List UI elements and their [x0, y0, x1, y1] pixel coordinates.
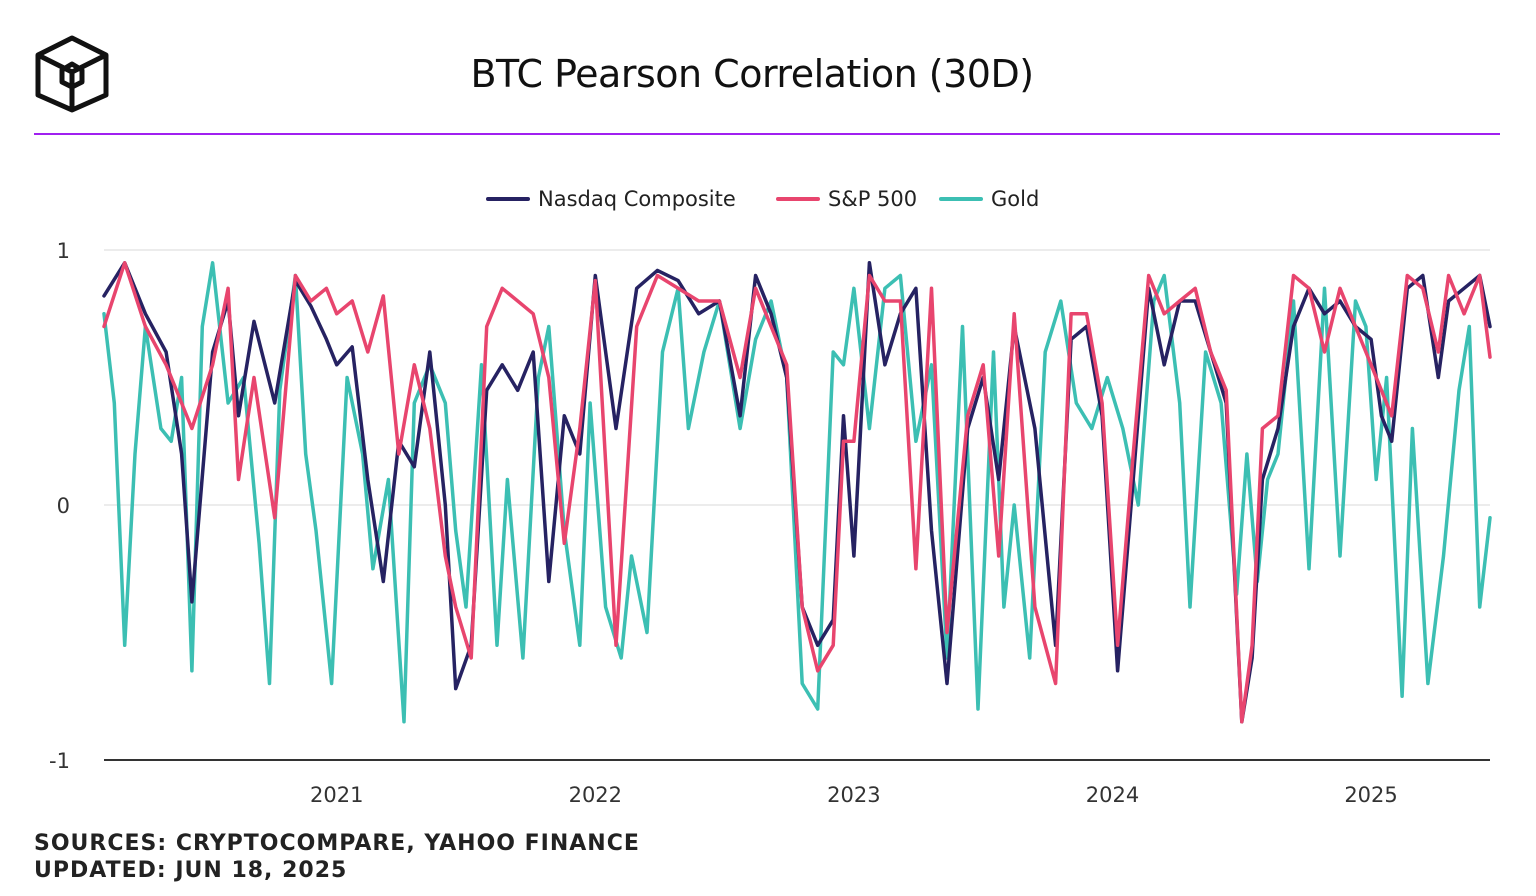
series-line-s-p-500	[102, 261, 1492, 724]
y-tick-label: 0	[57, 494, 70, 518]
x-tick-label: 2025	[1344, 783, 1397, 807]
x-tick-label: 2024	[1086, 783, 1139, 807]
legend: Nasdaq Composite S&P 500 Gold	[486, 187, 1039, 211]
cube-logo-icon	[35, 35, 109, 113]
sources-text: SOURCES: CRYPTOCOMPARE, YAHOO FINANCE	[34, 831, 640, 856]
page-title: BTC Pearson Correlation (30D)	[470, 52, 1034, 96]
sources-note: SOURCES: CRYPTOCOMPARE, YAHOO FINANCE UP…	[34, 830, 640, 884]
series-lines	[102, 261, 1492, 724]
y-tick-label: 1	[57, 239, 70, 263]
x-tick-label: 2021	[310, 783, 363, 807]
x-tick-label: 2023	[827, 783, 880, 807]
updated-text: UPDATED: JUN 18, 2025	[34, 858, 348, 883]
title-divider	[34, 133, 1500, 135]
y-tick-labels: 1 0 -1	[49, 239, 70, 773]
y-tick-label: -1	[49, 749, 70, 773]
x-tick-labels: 2021 2022 2023 2024 2025	[310, 783, 1398, 807]
legend-label: S&P 500	[828, 187, 917, 211]
legend-label: Nasdaq Composite	[538, 187, 736, 211]
series-line-gold	[102, 261, 1492, 724]
legend-label: Gold	[991, 187, 1039, 211]
x-tick-label: 2022	[569, 783, 622, 807]
